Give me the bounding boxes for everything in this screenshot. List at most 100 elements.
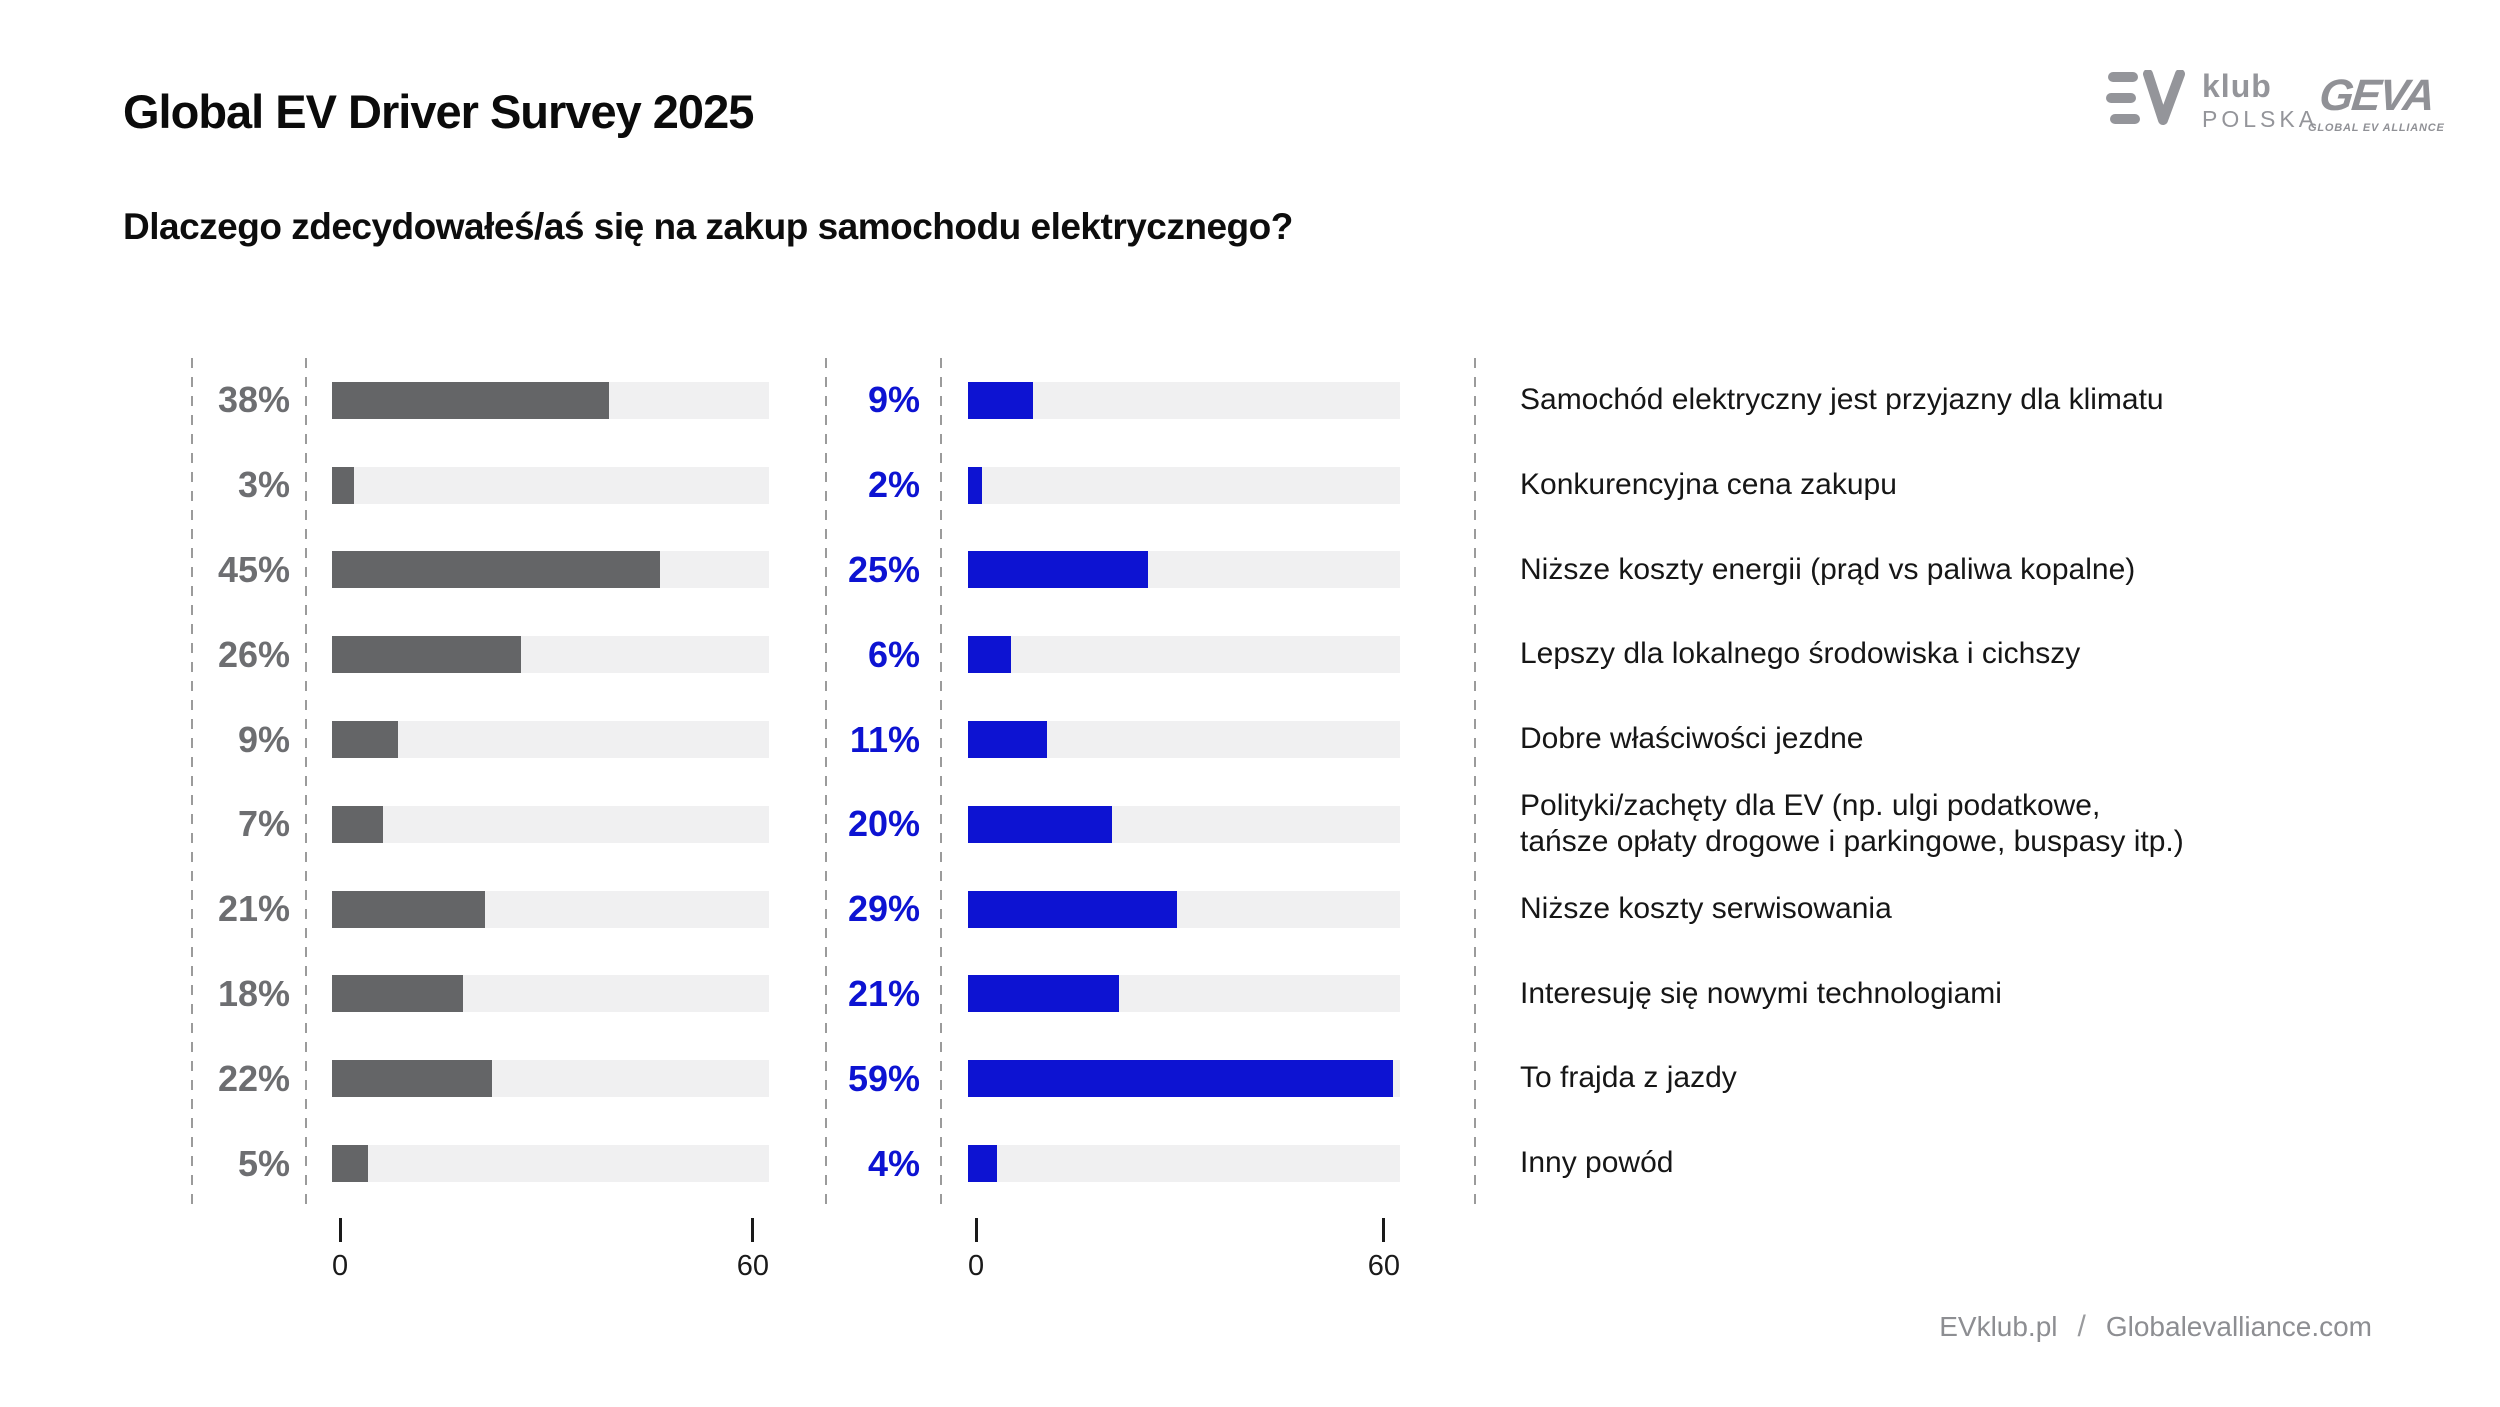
blue-bar-cell [940,867,1474,952]
dashed-separator [1474,358,1476,1206]
gray-bar-cell [305,867,825,952]
gray-bar-cell [305,528,825,613]
gray-percent-label: 7% [237,803,290,845]
category-label: Niższe koszty serwisowania [1520,891,1892,925]
gray-bar-fill [332,636,522,674]
footer-geva-url: Globalevalliance.com [2105,1311,2372,1342]
axis-tick [1382,1218,1386,1242]
blue-bar-cell [940,782,1474,867]
blue-percent-label: 25% [847,548,920,590]
blue-bar-fill [968,805,1112,843]
axis-tick [751,1218,755,1242]
blue-percent-label: 6% [867,633,920,675]
blue-bar-fill [968,890,1177,928]
blue-bar-cell [940,443,1474,528]
ev-logo-icon [2106,69,2188,131]
evklub-logo-text: klub [2202,68,2272,104]
blue-bar-track [968,975,1400,1013]
dashed-separator [825,358,827,1206]
blue-bar-fill [968,1060,1393,1098]
category-label: Konkurencyjna cena zakupu [1520,467,1897,501]
axis-tick [338,1218,342,1242]
blue-bar-track [968,381,1400,419]
gray-bar-fill [332,975,464,1013]
gray-bar-track [332,466,769,504]
gray-bar-fill [332,551,660,589]
blue-bar-cell [940,697,1474,782]
axis-tick-group: 0 [332,1218,348,1281]
blue-bar-cell [940,358,1474,443]
axis-tick-label: 0 [332,1250,349,1282]
blue-bar-cell [940,952,1474,1037]
axis-tick [974,1218,978,1242]
blue-bar-track [968,636,1400,674]
blue-bar-fill [968,721,1048,759]
page-title: Global EV Driver Survey 2025 [123,85,754,138]
gray-percent-label: 22% [217,1057,290,1099]
dashed-separator [191,358,193,1206]
blue-bar-track [968,805,1400,843]
gray-percent-label: 9% [237,718,290,760]
blue-percent-label: 9% [867,379,920,421]
category-label: Interesuję się nowymi technologiami [1520,976,2002,1010]
gray-percent-label: 26% [217,633,290,675]
blue-percent-label: 59% [847,1057,920,1099]
geva-logo-text: GEVA [2317,71,2436,120]
evklub-logo: klub POLSKA [2106,68,2319,132]
bar-chart: 38% 9% Samochód elektryczny jest przyjazny… [0,358,2500,1206]
blue-bar-cell [940,1036,1474,1121]
blue-bar-fill [968,975,1120,1013]
gray-bar-cell [305,952,825,1037]
axis-tick-group: 60 [1368,1218,1400,1281]
blue-percent-label: 2% [867,464,920,506]
gray-bar-cell [305,1036,825,1121]
gray-bar-fill [332,721,398,759]
blue-percent-label: 29% [847,888,920,930]
gray-bar-cell [305,782,825,867]
axis-tick-group: 0 [968,1218,984,1281]
gray-percent-label: 45% [217,548,290,590]
evklub-logo-subtext: POLSKA [2202,106,2319,132]
blue-percent-label: 4% [867,1142,920,1184]
category-label: Polityki/zachęty dla EV (np. ulgi podatk… [1520,788,2184,859]
gray-bar-cell [305,443,825,528]
gray-percent-label: 5% [237,1142,290,1184]
gray-bar-track [332,1060,769,1098]
blue-bar-fill [968,636,1012,674]
survey-question: Dlaczego zdecydowałeś/aś się na zakup sa… [123,206,1293,247]
gray-bar-track [332,890,769,928]
blue-bar-track [968,1060,1400,1098]
gray-bar-track [332,1145,769,1183]
gray-bar-fill [332,805,383,843]
blue-bar-fill [968,551,1148,589]
dashed-separator [305,358,307,1206]
dashed-separator [940,358,942,1206]
category-label: Lepszy dla lokalnego środowiska i cichsz… [1520,637,2081,671]
geva-logo: GEVA GLOBAL EV ALLIANCE [2308,71,2445,134]
gray-percent-label: 3% [237,464,290,506]
gray-bar-track [332,551,769,589]
gray-percent-label: 38% [217,379,290,421]
axis-tick-label: 0 [968,1250,985,1282]
geva-logo-tagline: GLOBAL EV ALLIANCE [2308,122,2445,134]
blue-bar-cell [940,528,1474,613]
gray-bar-fill [332,890,485,928]
gray-bar-fill [332,466,354,504]
category-label: Niższe koszty energii (prąd vs paliwa ko… [1520,552,2136,586]
footer-links: EVklub.pl / Globalevalliance.com [1939,1310,2372,1344]
blue-percent-label: 20% [847,803,920,845]
gray-bar-cell [305,612,825,697]
category-label: Samochód elektryczny jest przyjazny dla … [1520,383,2164,417]
axis-tick-group: 60 [737,1218,769,1281]
gray-bar-cell [305,358,825,443]
blue-bar-track [968,890,1400,928]
axis-tick-label: 60 [1367,1250,1400,1282]
blue-bar-track [968,466,1400,504]
gray-bar-track [332,636,769,674]
gray-bar-track [332,805,769,843]
gray-bar-track [332,381,769,419]
gray-bar-cell [305,697,825,782]
blue-bar-fill [968,381,1033,419]
blue-percent-label: 21% [847,972,920,1014]
